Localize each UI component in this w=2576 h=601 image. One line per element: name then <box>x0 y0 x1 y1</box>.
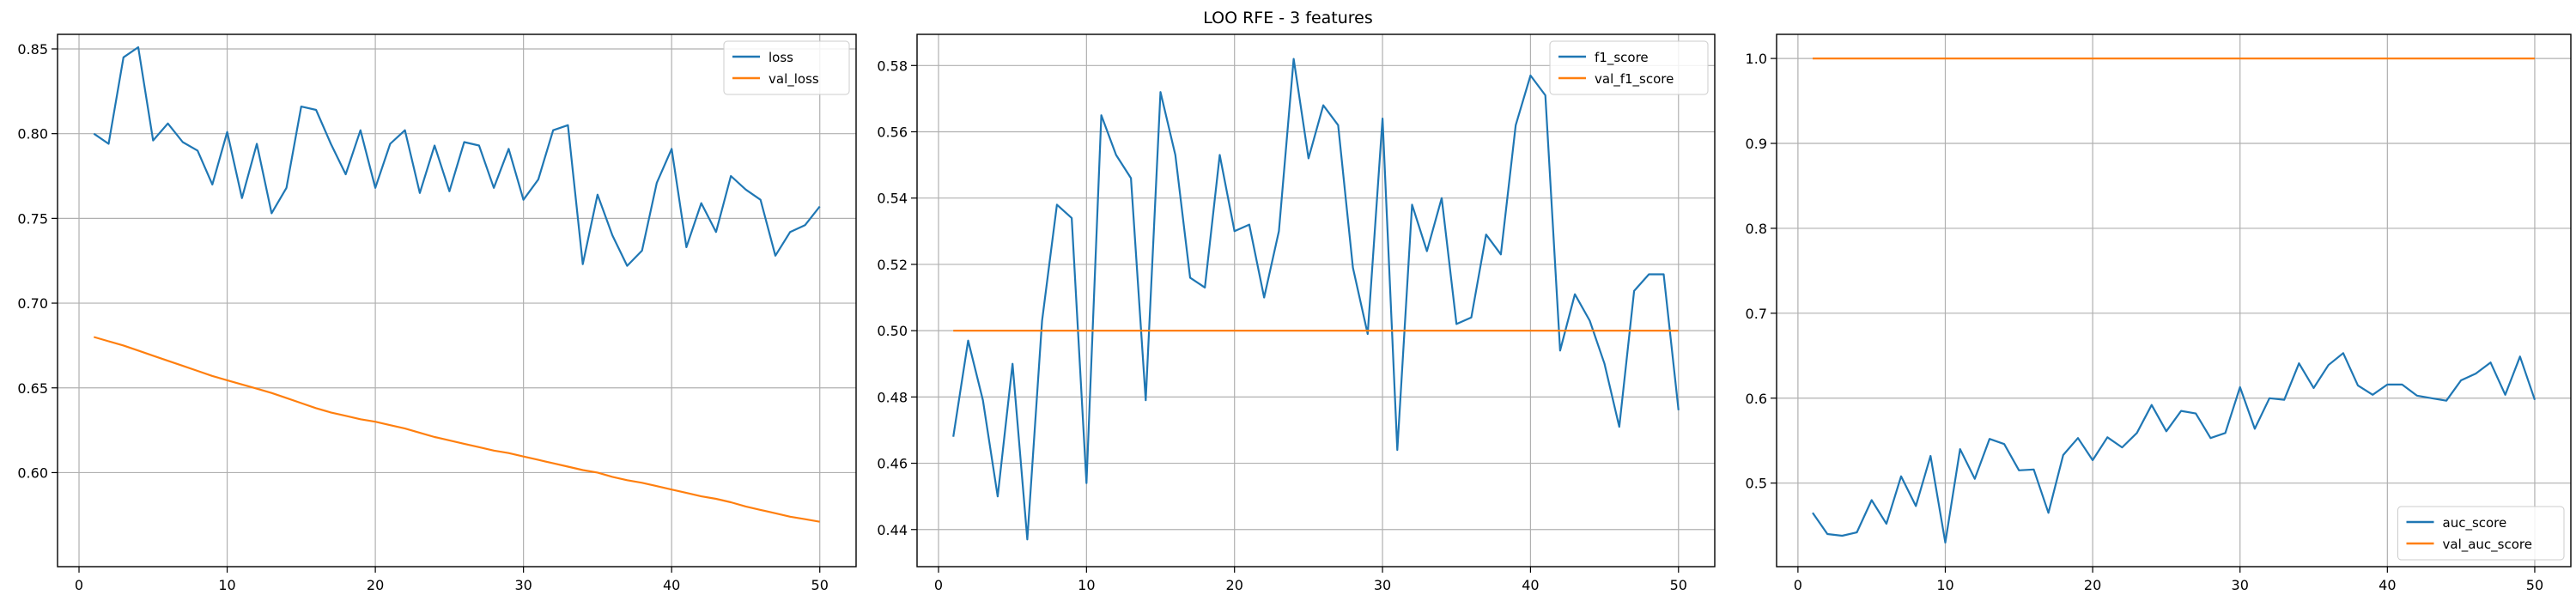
y-tick-label: 0.56 <box>877 124 908 140</box>
series-line-auc-score <box>1812 352 2537 544</box>
legend: loss val_loss <box>723 40 850 95</box>
x-tick-label: 40 <box>663 577 680 593</box>
axes-frame <box>1776 33 2572 568</box>
y-tick-label: 0.46 <box>877 456 908 472</box>
y-tick-label: 0.5 <box>1746 476 1767 492</box>
legend-label: val_loss <box>769 71 819 88</box>
y-tick-label: 0.50 <box>877 323 908 339</box>
legend-label: auc_score <box>2443 515 2507 531</box>
figure-title: LOO RFE - 3 features <box>1203 9 1373 27</box>
y-tick-label: 0.80 <box>17 126 48 143</box>
y-tick-label: 0.7 <box>1746 306 1767 322</box>
chart-panel-1: 0 10 20 30 40 50 0.60 0.65 0.70 0.75 0.80 0.85 loss v… <box>17 33 857 593</box>
y-tick-label: 0.6 <box>1746 391 1767 407</box>
legend-label: val_f1_score <box>1595 71 1674 88</box>
x-tick-label: 10 <box>1078 577 1095 593</box>
x-tick-label: 30 <box>1374 577 1391 593</box>
x-tick-label: 50 <box>1670 577 1687 593</box>
y-tick-label: 0.60 <box>17 464 48 481</box>
y-tick-label: 0.54 <box>877 191 908 207</box>
legend-box <box>1549 40 1709 95</box>
y-tick-label: 0.8 <box>1746 221 1767 237</box>
series-line-loss <box>93 46 821 267</box>
x-tick-label: 30 <box>2232 577 2249 593</box>
x-tick-label: 40 <box>1522 577 1539 593</box>
x-tick-label: 50 <box>2526 577 2543 593</box>
x-tick-label: 20 <box>367 577 384 593</box>
series-line-f1-score <box>952 58 1680 541</box>
legend: auc_score val_auc_score <box>2397 506 2565 561</box>
x-tick-label: 20 <box>1226 577 1243 593</box>
x-tick-label: 20 <box>2084 577 2101 593</box>
y-tick-label: 0.9 <box>1746 136 1767 152</box>
y-tick-label: 0.52 <box>877 257 908 273</box>
legend-box <box>723 40 850 95</box>
series-line-val-loss <box>93 336 820 523</box>
x-tick-label: 40 <box>2379 577 2396 593</box>
y-tick-label: 1.0 <box>1746 51 1767 67</box>
y-tick-label: 0.65 <box>17 380 48 397</box>
x-tick-label: 0 <box>75 577 83 593</box>
x-tick-label: 50 <box>811 577 829 593</box>
axes-frame <box>57 33 857 568</box>
legend-label: loss <box>769 50 793 65</box>
legend: f1_score val_f1_score <box>1549 40 1709 95</box>
chart-panel-3: 0 10 20 30 40 50 0.5 0.6 0.7 0.8 0.9 1.0 auc_scoreva… <box>1746 33 2572 593</box>
legend-box <box>2397 506 2565 561</box>
y-tick-label: 0.44 <box>877 522 908 538</box>
y-tick-label: 0.58 <box>877 58 908 74</box>
x-tick-label: 30 <box>514 577 532 593</box>
x-tick-label: 0 <box>934 577 943 593</box>
legend-label: val_auc_score <box>2443 537 2533 553</box>
y-tick-label: 0.48 <box>877 389 908 405</box>
y-tick-label: 0.70 <box>17 295 48 312</box>
axes-frame <box>916 33 1716 568</box>
x-tick-label: 10 <box>218 577 235 593</box>
legend-label: f1_score <box>1595 50 1649 66</box>
y-tick-label: 0.75 <box>17 210 48 227</box>
x-tick-label: 0 <box>1794 577 1802 593</box>
chart-panel-2: 0 10 20 30 40 50 0.44 0.46 0.48 0.50 0.52 0.54 0.56 0… <box>877 33 1716 593</box>
x-tick-label: 10 <box>1936 577 1953 593</box>
y-tick-label: 0.85 <box>17 41 48 58</box>
